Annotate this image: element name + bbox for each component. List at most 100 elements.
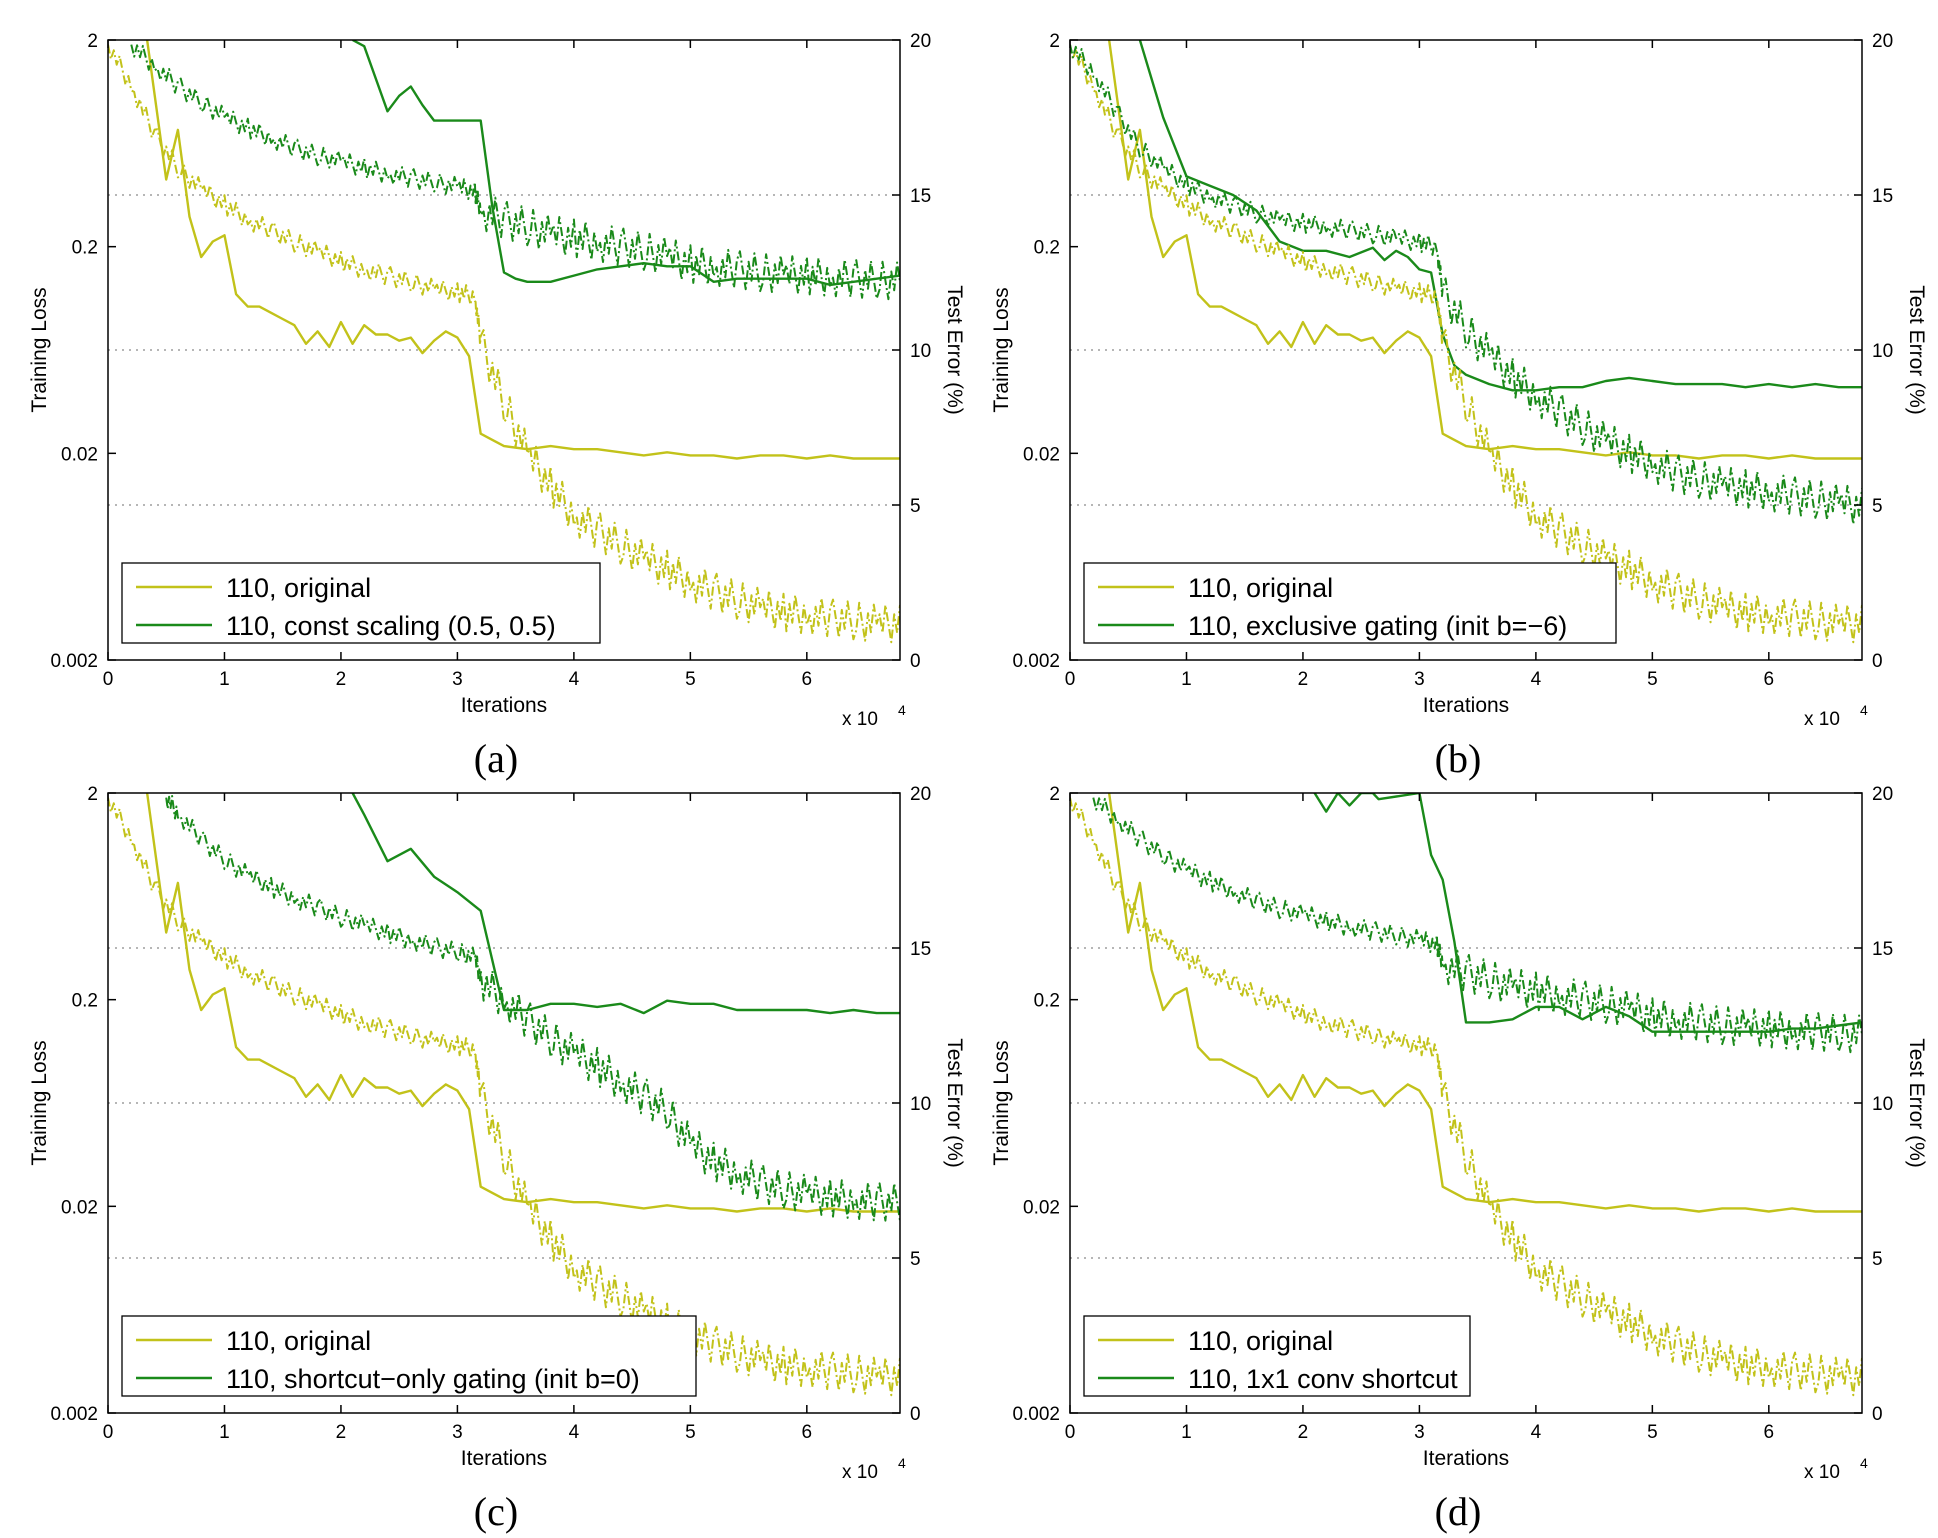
x-tick-label: 6: [1764, 669, 1775, 690]
panel-d: 0 1 2 3 4 5 6 2 0.2 0.02 0.002 20 15 10 5 0 Iterations x …: [990, 784, 1928, 1534]
series-line-test-error: [351, 793, 900, 1015]
legend: 110, original 110, 1x1 conv shortcut: [1083, 1315, 1471, 1397]
x-multiplier: x 10: [1804, 709, 1840, 730]
panel-caption: (d): [1435, 1489, 1482, 1534]
y-tick-label-left: 0.2: [1034, 991, 1060, 1012]
x-tick-label: 4: [1531, 1422, 1542, 1443]
x-tick-label: 6: [802, 669, 813, 690]
y-tick-label-right: 0: [910, 651, 921, 672]
series-line-training-loss: [1092, 797, 1862, 1054]
y-tick-label-right: 10: [910, 341, 931, 362]
series-line-training-loss: [1070, 44, 1862, 526]
series-line-test-error: [1107, 793, 1862, 1213]
x-tick-label: 2: [1298, 669, 1309, 690]
legend: 110, original 110, exclusive gating (init…: [1083, 562, 1617, 644]
legend-label: 110, original: [226, 573, 371, 603]
x-multiplier: x 10: [1804, 1462, 1840, 1483]
panel-c: 0 1 2 3 4 5 6 2 0.2 0.02 0.002 20 15 10 5 0 Iterations x …: [28, 784, 966, 1534]
y-tick-label-left: 0.002: [50, 651, 98, 672]
x-tick-label: 0: [103, 669, 114, 690]
y-tick-label-left: 0.2: [72, 991, 98, 1012]
x-tick-label: 3: [1414, 669, 1425, 690]
series-line-training-loss: [130, 44, 900, 301]
y-tick-label-right: 5: [910, 496, 921, 517]
plot-area: [108, 40, 900, 644]
x-axis-label: Iterations: [461, 1447, 547, 1470]
x-multiplier-exponent: 4: [1860, 702, 1868, 718]
series-line-training-loss: [1070, 797, 1862, 1397]
legend-box: [1083, 562, 1617, 644]
legend: 110, original 110, const scaling (0.5, 0.…: [121, 562, 601, 644]
x-tick-label: 0: [1065, 669, 1076, 690]
series-line-test-error: [1107, 40, 1862, 460]
y-axis-label-right: Test Error (%): [943, 1038, 966, 1168]
y-axis-label-right: Test Error (%): [1905, 1038, 1928, 1168]
y-tick-label-right: 15: [1872, 939, 1893, 960]
y-tick-label-right: 0: [910, 1404, 921, 1425]
x-tick-label: 1: [219, 1422, 230, 1443]
y-axis-label-left: Training Loss: [28, 287, 51, 412]
y-tick-label-right: 5: [1872, 496, 1883, 517]
series-line-training-loss: [1070, 44, 1862, 644]
y-tick-label-right: 10: [1872, 341, 1893, 362]
panel-b: 0 1 2 3 4 5 6 2 0.2 0.02 0.002 20 15 10 5 0 Iterations x …: [990, 31, 1928, 781]
x-tick-label: 4: [569, 1422, 580, 1443]
y-axis-label-left: Training Loss: [28, 1040, 51, 1165]
x-tick-label: 0: [103, 1422, 114, 1443]
legend-box: [121, 562, 601, 644]
x-tick-label: 2: [336, 669, 347, 690]
legend-box: [1083, 1315, 1471, 1397]
legend-label: 110, original: [1188, 573, 1333, 603]
y-tick-label-left: 0.002: [50, 1404, 98, 1425]
y-tick-label-right: 5: [910, 1249, 921, 1270]
legend: 110, original 110, shortcut−only gating (…: [121, 1315, 697, 1397]
y-tick-label-right: 20: [1872, 784, 1893, 805]
x-multiplier-exponent: 4: [898, 702, 906, 718]
panel-caption: (c): [474, 1489, 518, 1534]
x-tick-label: 5: [685, 669, 696, 690]
legend-label: 110, shortcut−only gating (init b=0): [226, 1364, 640, 1394]
x-tick-label: 2: [336, 1422, 347, 1443]
y-tick-label-right: 15: [910, 186, 931, 207]
y-tick-label-left: 2: [87, 31, 98, 52]
y-tick-label-left: 0.02: [61, 1197, 98, 1218]
y-tick-label-left: 0.2: [1034, 238, 1060, 259]
x-tick-label: 1: [1181, 669, 1192, 690]
legend-label: 110, 1x1 conv shortcut: [1188, 1364, 1458, 1394]
plot-area: [1070, 40, 1862, 644]
y-tick-label-right: 15: [1872, 186, 1893, 207]
series-line-training-loss: [108, 797, 900, 1397]
x-multiplier-exponent: 4: [898, 1455, 906, 1471]
series-line-test-error: [1313, 793, 1862, 1033]
y-axis-label-left: Training Loss: [990, 287, 1013, 412]
x-tick-label: 2: [1298, 1422, 1309, 1443]
x-axis-label: Iterations: [1423, 1447, 1509, 1470]
legend-label: 110, const scaling (0.5, 0.5): [226, 611, 556, 641]
x-tick-label: 4: [1531, 669, 1542, 690]
y-tick-label-left: 0.002: [1012, 1404, 1060, 1425]
x-tick-label: 6: [1764, 1422, 1775, 1443]
legend-label: 110, original: [1188, 1326, 1333, 1356]
y-tick-label-right: 15: [910, 939, 931, 960]
series-line-test-error: [352, 40, 900, 287]
legend-label: 110, exclusive gating (init b=−6): [1188, 611, 1567, 641]
y-tick-label-left: 0.02: [61, 444, 98, 465]
y-tick-label-left: 2: [1049, 784, 1060, 805]
y-tick-label-right: 0: [1872, 1404, 1883, 1425]
x-tick-label: 3: [1414, 1422, 1425, 1443]
x-axis-label: Iterations: [461, 694, 547, 717]
x-multiplier: x 10: [842, 709, 878, 730]
x-tick-label: 3: [452, 669, 463, 690]
y-tick-label-right: 20: [910, 31, 931, 52]
x-tick-label: 3: [452, 1422, 463, 1443]
series-line-test-error: [145, 40, 900, 460]
series-line-training-loss: [165, 795, 900, 1222]
y-tick-label-right: 0: [1872, 651, 1883, 672]
plot-area: [108, 793, 900, 1397]
y-tick-label-right: 20: [910, 784, 931, 805]
y-tick-label-left: 0.2: [72, 238, 98, 259]
y-tick-label-left: 0.02: [1023, 444, 1060, 465]
y-tick-label-left: 2: [87, 784, 98, 805]
panel-a: 0 1 2 3 4 5 6 2 0.2 0.02 0.002 20 15 10 5 0 Iterations x …: [28, 31, 966, 781]
